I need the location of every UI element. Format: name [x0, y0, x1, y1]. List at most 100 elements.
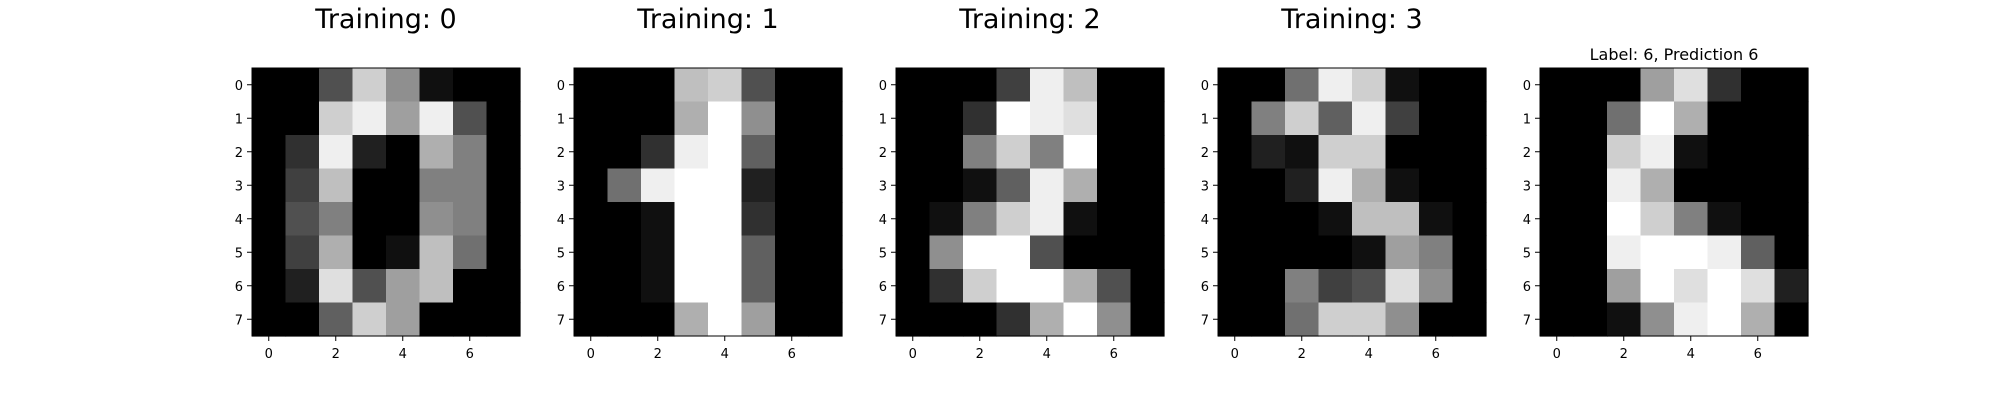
pixel-cell	[1063, 235, 1098, 270]
x-tick-label: 0	[1231, 347, 1239, 362]
pixel-cell	[1130, 135, 1165, 170]
pixel-cell	[1130, 269, 1165, 304]
pixel-cell	[386, 68, 421, 103]
pixel-cell	[574, 135, 609, 170]
y-tick-label: 2	[1523, 146, 1531, 161]
pixel-cell	[486, 168, 521, 203]
pixel-cell	[641, 168, 676, 203]
pixel-cell	[1385, 302, 1420, 337]
digit-panel: Training: 3 0 1 2 3 4 5 6 7 0 2 4 6	[1201, 4, 1487, 362]
pixel-cell	[285, 135, 320, 170]
pixel-cell	[1251, 68, 1286, 103]
x-tick-label: 0	[587, 347, 595, 362]
pixel-cell	[1774, 101, 1809, 136]
pixel-cell	[1385, 168, 1420, 203]
pixel-cell	[1130, 235, 1165, 270]
pixel-cell	[1707, 235, 1742, 270]
pixel-cell	[741, 168, 776, 203]
x-tick-label: 0	[265, 347, 273, 362]
pixel-cell	[996, 235, 1031, 270]
pixel-cell	[1607, 202, 1642, 237]
pixel-cell	[1540, 101, 1575, 136]
digit-panel: Label: 6, Prediction 6 0 1 2 3 4 5 6 7 0 2 4 6	[1523, 45, 1809, 362]
pixel-cell	[1573, 269, 1608, 304]
y-tick-label: 1	[557, 112, 565, 127]
pixel-cell	[963, 68, 998, 103]
pixel-cell	[252, 168, 287, 203]
pixel-cell	[1607, 101, 1642, 136]
pixel-cell	[1640, 302, 1675, 337]
y-tick-label: 0	[879, 79, 887, 94]
x-tick-label: 6	[1110, 347, 1118, 362]
pixel-cell	[1707, 168, 1742, 203]
y-tick-label: 1	[1523, 112, 1531, 127]
pixel-cell	[929, 302, 964, 337]
pixel-cell	[574, 168, 609, 203]
pixel-cell	[1352, 202, 1387, 237]
pixel-cell	[1251, 168, 1286, 203]
pixel-cell	[1640, 202, 1675, 237]
pixel-cell	[1251, 135, 1286, 170]
pixel-cell	[1573, 235, 1608, 270]
pixel-cell	[1640, 168, 1675, 203]
pixel-cell	[1774, 68, 1809, 103]
y-tick-label: 4	[1523, 213, 1531, 228]
pixel-cell	[1540, 302, 1575, 337]
pixel-cell	[1774, 235, 1809, 270]
pixel-cell	[1452, 302, 1487, 337]
pixel-cell	[641, 235, 676, 270]
pixel-cell	[386, 168, 421, 203]
pixel-cell	[674, 202, 709, 237]
pixel-cell	[607, 202, 642, 237]
pixel-cell	[319, 235, 354, 270]
panel-title: Training: 3	[1280, 4, 1422, 35]
pixel-cell	[1573, 101, 1608, 136]
pixel-cell	[741, 235, 776, 270]
pixel-cell	[1218, 101, 1253, 136]
pixel-cell	[1607, 302, 1642, 337]
pixel-cell	[808, 302, 843, 337]
pixel-cell	[285, 269, 320, 304]
pixel-cell	[352, 68, 387, 103]
pixel-cell	[285, 302, 320, 337]
y-tick-label: 6	[879, 280, 887, 295]
panel-title: Label: 6, Prediction 6	[1590, 45, 1759, 64]
pixel-cell	[775, 101, 810, 136]
x-tick-label: 0	[909, 347, 917, 362]
pixel-cell	[1251, 302, 1286, 337]
pixel-cell	[1707, 202, 1742, 237]
digit-panel: Training: 2 0 1 2 3 4 5 6 7 0 2 4 6	[879, 4, 1165, 362]
x-tick-label: 4	[1687, 347, 1695, 362]
axes-frame	[1539, 67, 1809, 337]
pixel-cell	[607, 68, 642, 103]
pixel-cell	[1573, 202, 1608, 237]
pixel-cell	[1030, 302, 1065, 337]
pixel-cell	[1063, 68, 1098, 103]
pixel-cell	[1285, 302, 1320, 337]
pixel-cell	[775, 168, 810, 203]
pixel-cell	[708, 168, 743, 203]
y-tick-label: 7	[879, 313, 887, 328]
pixel-cell	[352, 202, 387, 237]
pixel-cell	[1741, 269, 1776, 304]
pixel-cell	[963, 135, 998, 170]
pixel-cell	[708, 202, 743, 237]
pixel-cell	[1741, 68, 1776, 103]
pixel-cell	[808, 235, 843, 270]
pixel-cell	[775, 235, 810, 270]
pixel-cell	[453, 101, 488, 136]
pixel-cell	[741, 202, 776, 237]
pixel-cell	[963, 235, 998, 270]
pixel-cell	[1385, 68, 1420, 103]
pixel-cell	[896, 68, 931, 103]
pixel-cell	[1251, 101, 1286, 136]
pixel-cell	[1540, 135, 1575, 170]
digit-panel: Training: 0 0 1 2 3 4 5 6 7 0 2 4 6	[235, 4, 521, 362]
y-tick-label: 5	[879, 246, 887, 261]
pixel-cell	[574, 235, 609, 270]
pixel-cell	[708, 235, 743, 270]
pixel-cell	[574, 202, 609, 237]
pixel-cell	[929, 68, 964, 103]
pixel-cell	[319, 135, 354, 170]
